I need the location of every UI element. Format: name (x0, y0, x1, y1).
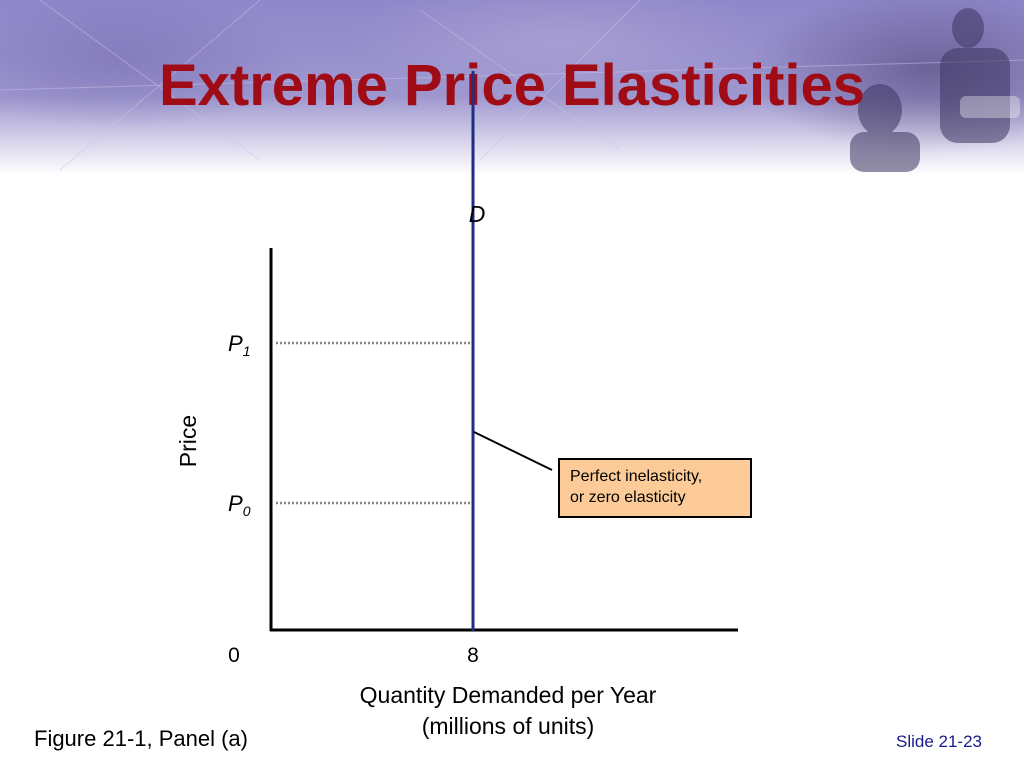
x-tick-label-0: 0 (228, 644, 240, 667)
price-label-p1: P1 (228, 331, 250, 359)
x-axis-label-line-2: (millions of units) (421, 713, 595, 739)
callout-leader-line (473, 431, 553, 471)
annotation-line-1: Perfect inelasticity, (570, 468, 703, 485)
banner-photo-decoration (0, 0, 1024, 172)
slide-title: Extreme Price Elasticities (158, 53, 866, 118)
x-axis-label: Quantity Demanded per Year (millions of … (258, 680, 758, 742)
annotation-line-2: or zero elasticity (570, 489, 686, 506)
elasticity-annotation: Perfect inelasticity, or zero elasticity (558, 458, 752, 518)
x-tick-label-8: 8 (467, 644, 479, 667)
y-axis-label: Price (175, 415, 201, 467)
slide-number: Slide 21-23 (895, 732, 982, 751)
title-banner (0, 0, 1024, 175)
price-label-p0: P0 (228, 491, 251, 519)
figure-caption: Figure 21-1, Panel (a) (34, 726, 248, 751)
series-label-D: D (469, 201, 486, 227)
x-axis-label-line-1: Quantity Demanded per Year (359, 682, 657, 708)
